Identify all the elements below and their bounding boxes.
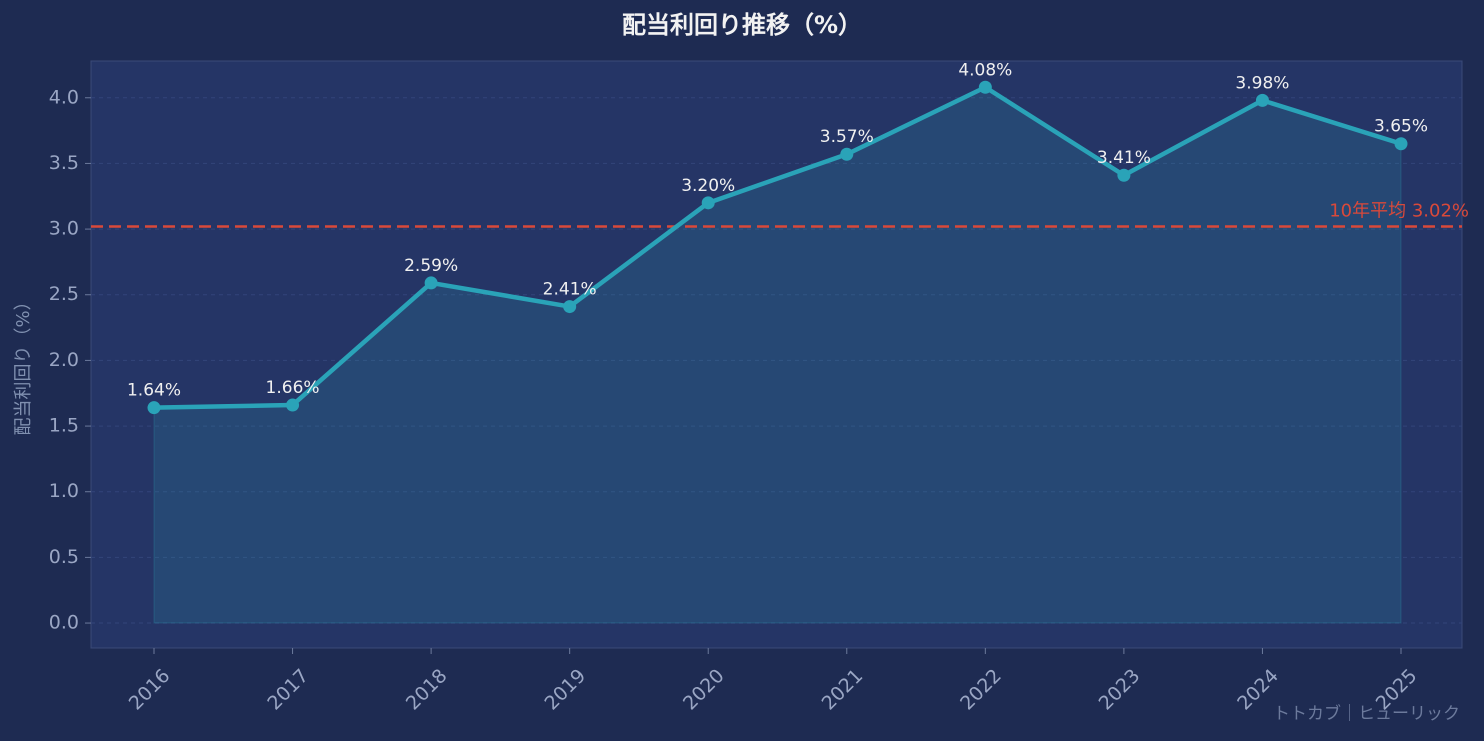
point xyxy=(563,300,577,314)
y-tick-label: 4.0 xyxy=(49,86,79,108)
line xyxy=(153,85,1402,410)
y-tick-label: 2.5 xyxy=(49,283,79,305)
watermark: トトカブ｜ヒューリック xyxy=(1273,703,1460,724)
y-tick-label: 1.0 xyxy=(49,480,79,502)
point xyxy=(286,398,300,412)
data-label: 3.20% xyxy=(681,176,735,196)
point xyxy=(1394,137,1408,151)
y-axis-label: 配当利回り（%） xyxy=(13,292,34,435)
y-tick-label: 0.0 xyxy=(49,612,79,634)
data-label: 3.57% xyxy=(820,127,874,147)
data-label: 3.41% xyxy=(1097,148,1151,168)
y-tick-label: 2.0 xyxy=(49,349,79,371)
point xyxy=(978,80,992,94)
y-tick-label: 3.0 xyxy=(49,218,79,240)
data-label: 2.59% xyxy=(404,256,458,276)
point xyxy=(424,276,438,290)
data-label: 3.65% xyxy=(1374,117,1428,137)
data-label: 3.98% xyxy=(1235,73,1289,93)
data-label: 2.41% xyxy=(543,280,597,300)
y-tick-label: 1.5 xyxy=(49,415,79,437)
point xyxy=(840,147,854,161)
y-tick-label: 3.5 xyxy=(49,152,79,174)
y-tick-label: 0.5 xyxy=(49,546,79,568)
data-label: 1.66% xyxy=(266,378,320,398)
average-label: 10年平均 3.02% xyxy=(1329,200,1469,221)
point xyxy=(1255,93,1269,107)
point xyxy=(147,401,161,415)
data-label: 4.08% xyxy=(958,60,1012,80)
chart-title: 配当利回り推移（%） xyxy=(622,11,862,39)
point xyxy=(701,196,715,210)
data-label: 1.64% xyxy=(127,381,181,401)
point xyxy=(1117,168,1131,182)
plot-area xyxy=(90,60,1463,649)
